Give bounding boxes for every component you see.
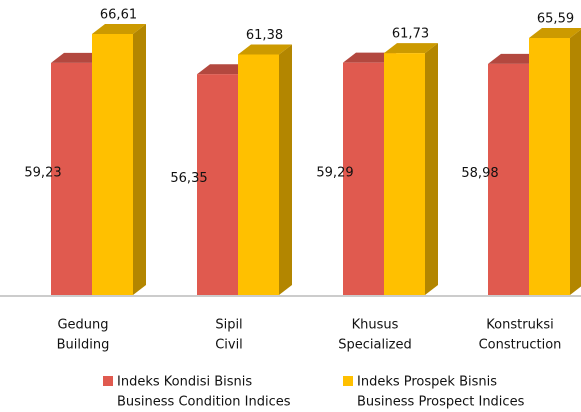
bar-side <box>279 44 292 295</box>
value-label: 61,73 <box>392 27 429 42</box>
bar-top <box>343 52 397 63</box>
legend-swatch <box>103 376 113 386</box>
bar-top <box>488 53 542 64</box>
value-label: 59,29 <box>316 165 353 180</box>
bar-top <box>92 24 146 34</box>
value-label: 56,35 <box>170 171 207 186</box>
bar <box>343 62 384 296</box>
x-tick-label: Gedung <box>57 318 108 333</box>
bar-top <box>51 52 105 63</box>
bar <box>238 54 279 295</box>
x-tick-label: Construction <box>479 338 562 353</box>
x-tick-label: Sipil <box>215 318 242 333</box>
bar-top <box>197 64 251 75</box>
bar-side <box>133 24 146 295</box>
bar <box>197 74 238 295</box>
value-label: 58,98 <box>461 166 498 181</box>
bar-side <box>425 43 438 295</box>
value-label: 65,59 <box>537 11 574 26</box>
legend-label: Business Condition Indices <box>117 395 291 410</box>
value-label: 61,38 <box>246 28 283 43</box>
bar-top <box>384 43 438 54</box>
bar-top <box>529 27 581 38</box>
x-tick-label: Specialized <box>338 338 412 353</box>
x-tick-label: Building <box>57 338 110 353</box>
x-tick-label: Civil <box>215 338 243 353</box>
bar <box>384 53 425 295</box>
bar-top <box>238 44 292 55</box>
bar <box>488 63 529 295</box>
bar <box>92 34 133 295</box>
legend-label: Indeks Prospek Bisnis <box>357 375 497 390</box>
bar <box>51 62 92 295</box>
value-label: 59,23 <box>24 165 61 180</box>
value-label: 66,61 <box>100 8 137 23</box>
bar <box>529 37 570 295</box>
bar-side <box>570 29 581 295</box>
x-tick-label: Khusus <box>352 318 399 333</box>
legend-label: Indeks Kondisi Bisnis <box>117 375 252 390</box>
legend-label: Business Prospect Indices <box>357 395 525 410</box>
legend-swatch <box>343 376 353 386</box>
x-tick-label: Konstruksi <box>486 318 553 333</box>
